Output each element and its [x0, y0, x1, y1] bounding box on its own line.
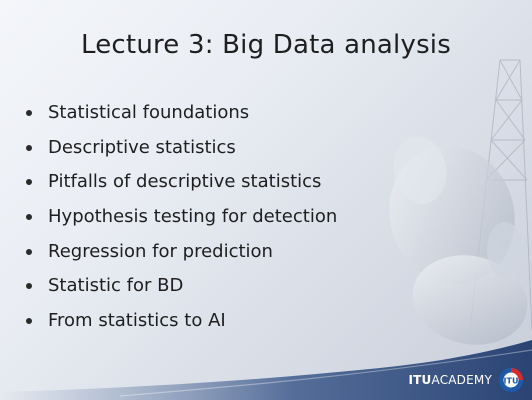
bullet-text: Descriptive statistics	[48, 136, 236, 158]
bullet-dot-icon	[26, 144, 32, 151]
brand-light-text: ACADEMY	[431, 373, 492, 387]
bullet-item: Statistic for BD	[24, 269, 337, 304]
bullet-dot-icon	[26, 214, 32, 221]
bullet-dot-icon	[26, 318, 32, 325]
logo-text: ITU	[504, 376, 519, 385]
slide-title: Lecture 3: Big Data analysis	[81, 30, 451, 60]
brand-bold-text: ITU	[408, 373, 432, 387]
bullet-item: Descriptive statistics	[24, 131, 337, 166]
bullet-item: Statistical foundations	[24, 96, 337, 131]
bullet-dot-icon	[26, 283, 32, 290]
bullet-text: Statistic for BD	[48, 275, 184, 297]
bullet-text: Regression for prediction	[48, 240, 273, 262]
itu-logo-icon: ITU	[499, 368, 523, 392]
bullet-item: Pitfalls of descriptive statistics	[24, 165, 337, 200]
bullet-list: Statistical foundations Descriptive stat…	[24, 96, 337, 339]
bullet-dot-icon	[26, 248, 32, 255]
bullet-text: From statistics to AI	[48, 310, 226, 332]
brand-wordmark: ITUACADEMY	[409, 373, 493, 387]
bullet-item: From statistics to AI	[24, 304, 337, 339]
bullet-dot-icon	[26, 179, 32, 186]
bullet-item: Regression for prediction	[24, 235, 337, 270]
itu-academy-brand: ITUACADEMY ITU	[409, 366, 525, 394]
bullet-text: Statistical foundations	[48, 102, 250, 123]
bullet-text: Pitfalls of descriptive statistics	[48, 171, 322, 193]
satellite-dish-shapes	[389, 136, 528, 345]
bullet-dot-icon	[26, 110, 32, 116]
bullet-text: Hypothesis testing for detection	[48, 206, 338, 228]
bullet-item: Hypothesis testing for detection	[24, 200, 337, 235]
